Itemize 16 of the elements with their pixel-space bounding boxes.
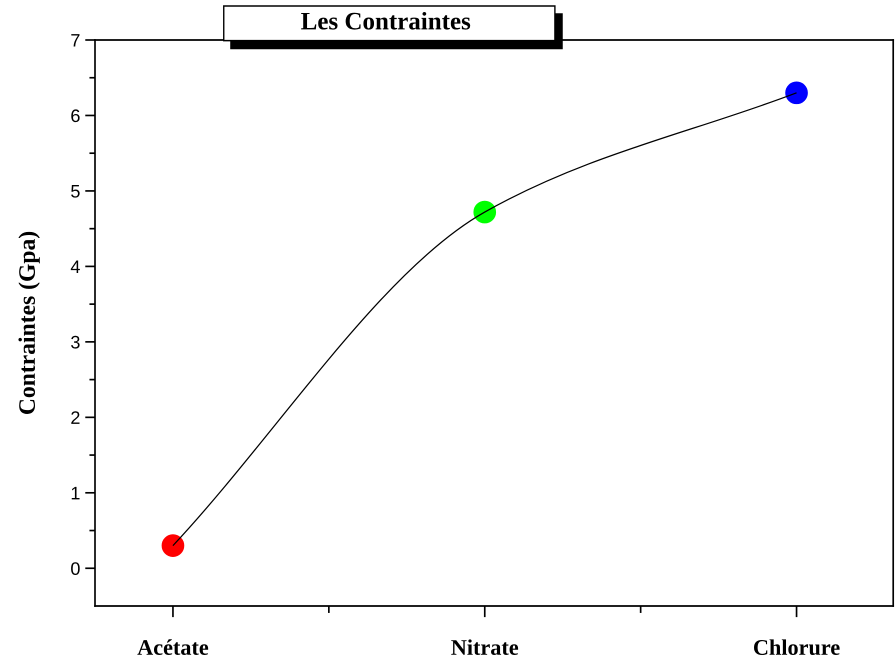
y-tick-label: 5 bbox=[71, 185, 80, 198]
y-tick-label: 7 bbox=[71, 34, 80, 47]
x-tick-label: Nitrate bbox=[451, 639, 518, 655]
y-axis-title: Contraintes (Gpa) bbox=[18, 232, 40, 414]
point bbox=[162, 534, 184, 557]
chart-title: Les Contraintes bbox=[301, 12, 470, 30]
y-tick-label: 0 bbox=[71, 562, 80, 575]
y-tick-label: 6 bbox=[71, 109, 80, 122]
point bbox=[785, 82, 808, 104]
y-tick-label: 3 bbox=[71, 336, 80, 349]
y-tick-label: 1 bbox=[72, 486, 80, 500]
y-tick-label: 4 bbox=[70, 260, 80, 273]
y-tick-label: 2 bbox=[71, 411, 80, 424]
x-tick-label: Acétate bbox=[137, 639, 208, 655]
x-tick-label: Chlorure bbox=[754, 639, 840, 656]
point bbox=[473, 200, 496, 224]
